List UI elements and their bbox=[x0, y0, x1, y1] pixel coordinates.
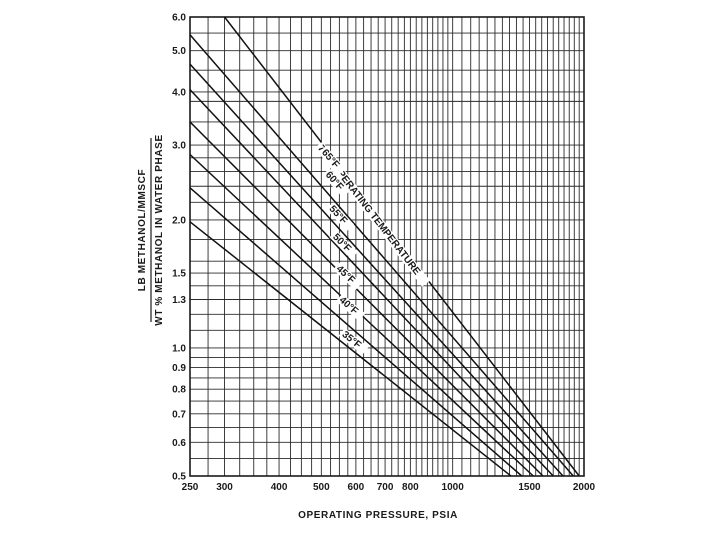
x-tick-labels: 250 300 400 500 600 700 800 1000 1500 2000 bbox=[182, 482, 596, 493]
y-tick-label: 6.0 bbox=[172, 13, 186, 24]
x-tick-label: 300 bbox=[216, 482, 233, 493]
y-tick-label: 1.3 bbox=[172, 295, 186, 306]
x-tick-label: 1000 bbox=[442, 482, 465, 493]
x-tick-label: 250 bbox=[182, 482, 199, 493]
y-tick-label: 4.0 bbox=[172, 87, 186, 98]
series-label-group: 45°F bbox=[333, 262, 363, 291]
y-axis-title: LB METHANOL/MMSCF WT % METHANOL IN WATER… bbox=[137, 134, 165, 325]
y-tick-label: 5.0 bbox=[172, 46, 186, 57]
x-tick-label: 700 bbox=[377, 482, 394, 493]
series-label-background bbox=[329, 230, 359, 259]
series-line bbox=[189, 89, 554, 477]
y-tick-label: 3.0 bbox=[172, 141, 186, 152]
series-line bbox=[189, 121, 544, 477]
series-line bbox=[189, 63, 564, 477]
plot-frame bbox=[189, 16, 585, 477]
x-tick-label: 2000 bbox=[573, 482, 596, 493]
x-axis-title: OPERATING PRESSURE, PSIA bbox=[298, 510, 458, 521]
y-tick-label: 0.7 bbox=[172, 409, 186, 420]
y-tick-labels: 0.5 0.6 0.7 0.8 0.9 1.0 1.3 1.5 2.0 3.0 4.0 5.0 6.0 bbox=[172, 13, 186, 483]
series-label-background bbox=[314, 141, 430, 287]
series-label-background bbox=[338, 327, 369, 355]
y-tick-label: 2.0 bbox=[172, 215, 186, 226]
y-axis-title-bottom: WT % METHANOL IN WATER PHASE bbox=[154, 134, 165, 325]
series-label-background bbox=[318, 145, 346, 176]
y-tick-label: 0.6 bbox=[172, 438, 186, 449]
x-tick-label: 600 bbox=[348, 482, 365, 493]
x-tick-label: 400 bbox=[271, 482, 288, 493]
y-tick-label: 1.0 bbox=[172, 343, 186, 354]
series-lines bbox=[189, 16, 580, 477]
grid bbox=[189, 16, 585, 477]
x-tick-label: 800 bbox=[402, 482, 419, 493]
x-tick-label: 1500 bbox=[518, 482, 541, 493]
series-labels: 70°F OPERATING TEMPERATURE65°F60°F55°F50… bbox=[314, 141, 430, 355]
series-line bbox=[189, 187, 523, 477]
series-line bbox=[189, 34, 574, 477]
y-tick-label: 0.9 bbox=[172, 363, 186, 374]
y-axis-title-top: LB METHANOL/MMSCF bbox=[137, 169, 148, 291]
y-tick-label: 1.5 bbox=[172, 269, 186, 280]
series-label-background bbox=[335, 293, 366, 322]
series-label-background bbox=[333, 262, 363, 291]
series-line bbox=[189, 221, 512, 477]
series-label-background bbox=[322, 168, 351, 198]
y-tick-label: 0.8 bbox=[172, 385, 186, 396]
x-tick-label: 500 bbox=[313, 482, 330, 493]
series-label-background bbox=[325, 202, 355, 232]
y-tick-label: 0.5 bbox=[172, 472, 186, 483]
